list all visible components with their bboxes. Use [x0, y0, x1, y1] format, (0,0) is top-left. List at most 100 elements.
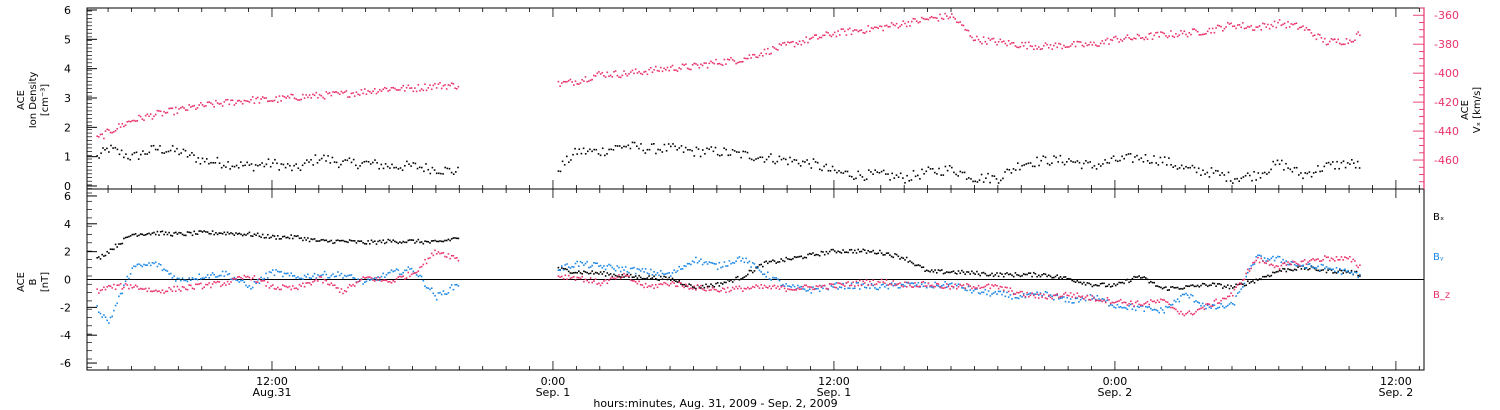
data-point: [1310, 259, 1313, 261]
data-point: [865, 252, 868, 254]
data-point: [1026, 47, 1028, 50]
data-point: [656, 69, 659, 72]
data-point: [121, 242, 124, 245]
data-point: [680, 283, 682, 285]
data-point: [1297, 266, 1299, 268]
data-point: [1216, 283, 1219, 285]
data-point: [1276, 159, 1279, 162]
data-point: [449, 257, 451, 260]
data-point: [1029, 272, 1032, 274]
data-point: [1104, 301, 1107, 304]
data-point: [810, 37, 813, 40]
data-point: [1168, 303, 1170, 306]
data-point: [340, 272, 343, 275]
data-point: [422, 89, 425, 92]
data-point: [1225, 26, 1227, 28]
data-point: [613, 268, 615, 270]
data-point: [644, 278, 647, 280]
data-point: [313, 94, 316, 97]
data-point: [1061, 47, 1063, 50]
data-point: [164, 290, 167, 293]
data-point: [1244, 174, 1247, 177]
data-point: [795, 42, 798, 44]
data-point: [740, 61, 742, 63]
data-point: [740, 287, 742, 290]
data-point: [1215, 27, 1217, 29]
top-right-tick-label: -380: [1434, 38, 1459, 51]
data-point: [959, 272, 961, 274]
data-point: [849, 249, 851, 251]
data-point: [800, 285, 803, 288]
data-point: [1039, 275, 1042, 278]
data-point: [1014, 297, 1017, 299]
data-point: [109, 131, 112, 134]
data-point: [1166, 164, 1168, 166]
data-point: [1083, 162, 1085, 165]
data-point: [456, 237, 458, 240]
data-point: [1334, 270, 1336, 273]
data-point: [223, 164, 225, 167]
data-point: [1046, 275, 1048, 278]
data-point: [1094, 300, 1097, 302]
data-point: [1173, 299, 1176, 302]
data-point: [1178, 167, 1181, 169]
data-point: [823, 284, 826, 287]
data-point: [322, 96, 324, 99]
data-point: [290, 234, 292, 236]
data-point: [1143, 310, 1145, 312]
data-point: [833, 169, 836, 172]
data-point: [1277, 265, 1279, 268]
data-point: [143, 119, 145, 121]
data-point: [210, 233, 212, 235]
data-point: [1293, 167, 1296, 169]
data-point: [417, 84, 420, 86]
data-point: [216, 156, 219, 159]
data-point: [300, 237, 302, 239]
data-point: [435, 172, 438, 175]
data-point: [1046, 162, 1049, 165]
data-point: [1355, 264, 1358, 267]
data-point: [159, 231, 162, 233]
data-point: [787, 285, 789, 287]
data-point: [1150, 307, 1152, 310]
data-point: [387, 238, 389, 241]
data-point: [581, 275, 583, 278]
data-point: [1225, 180, 1228, 182]
data-point: [1268, 27, 1271, 30]
data-point: [1153, 155, 1155, 157]
data-point: [1026, 273, 1028, 276]
data-point: [967, 285, 970, 288]
data-point: [731, 58, 734, 61]
data-point: [582, 147, 585, 150]
data-point: [599, 73, 602, 75]
data-point: [1257, 254, 1259, 257]
data-point: [275, 96, 277, 98]
data-point: [185, 288, 187, 290]
data-point: [872, 27, 874, 30]
data-point: [1317, 33, 1319, 36]
data-point: [285, 272, 287, 275]
data-point: [661, 283, 664, 286]
data-point: [412, 270, 415, 273]
data-point: [208, 282, 210, 284]
data-point: [1319, 170, 1321, 173]
data-point: [1142, 161, 1145, 163]
data-point: [322, 238, 324, 241]
data-point: [1263, 262, 1266, 264]
data-point: [1185, 313, 1187, 315]
data-point: [330, 239, 333, 242]
x-tick-date-label: Sep. 2: [1098, 386, 1133, 399]
data-point: [146, 113, 149, 115]
data-point: [621, 276, 624, 278]
data-point: [1354, 271, 1356, 273]
data-point: [171, 107, 174, 110]
data-point: [144, 264, 147, 266]
data-point: [445, 256, 448, 258]
data-point: [1017, 162, 1019, 164]
data-point: [149, 113, 152, 115]
top-left-axis-title: Ion Density: [28, 72, 39, 129]
data-point: [338, 93, 341, 95]
data-point: [670, 282, 672, 285]
data-point: [395, 89, 398, 91]
data-point: [409, 239, 411, 241]
